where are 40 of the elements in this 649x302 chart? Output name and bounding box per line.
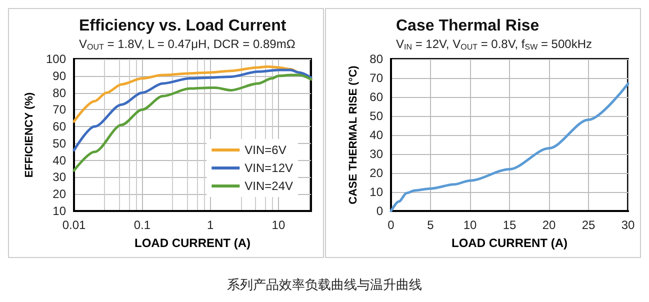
- x-axis-title: LOAD CURRENT (A): [452, 236, 568, 250]
- y-axis-title: EFFICIENCY (%): [24, 92, 36, 178]
- text: 系列产品效率负载曲线与温升曲线: [226, 276, 423, 294]
- y-tick-label: 80: [370, 52, 384, 66]
- x-tick-label: 5: [427, 218, 434, 232]
- y-tick-label: 90: [52, 68, 66, 83]
- y-tick-label: 50: [370, 109, 384, 123]
- x-tick-label: 20: [542, 218, 556, 232]
- y-tick-label: 20: [370, 166, 384, 180]
- chart-title: Efficiency vs. Load Current: [79, 18, 287, 34]
- y-tick-label: 100: [46, 52, 66, 66]
- x-tick-label: 1: [206, 218, 214, 232]
- y-tick-label: 40: [370, 128, 384, 142]
- y-tick-label: 10: [370, 185, 384, 199]
- y-tick-label: 40: [52, 153, 66, 168]
- y-tick-label: 70: [52, 102, 66, 117]
- y-tick-label: 10: [52, 204, 66, 218]
- y-tick-label: 80: [52, 86, 66, 100]
- x-tick-label: 0.01: [62, 218, 86, 232]
- x-tick-label: 30: [621, 218, 635, 232]
- legend-label: VIN=6V: [244, 143, 286, 157]
- y-tick-label: 60: [370, 90, 384, 104]
- y-tick-label: 20: [52, 187, 66, 202]
- chart-title: Case Thermal Rise: [396, 18, 540, 34]
- x-tick-label: 0: [388, 218, 395, 232]
- y-tick-label: 30: [52, 170, 66, 184]
- x-axis-title: LOAD CURRENT (A): [134, 236, 250, 250]
- x-tick-label: 10: [272, 218, 286, 232]
- y-tick-label: 70: [370, 71, 384, 85]
- y-axis-title: CASE THERMAL RISE (°C): [347, 65, 360, 204]
- x-tick-label: 25: [582, 218, 596, 232]
- y-tick-label: 60: [52, 120, 66, 134]
- y-tick-label: 50: [52, 136, 66, 150]
- x-tick-label: 0.1: [134, 218, 151, 232]
- x-tick-label: 10: [463, 218, 477, 232]
- y-tick-label: 0: [376, 204, 384, 218]
- legend-label: VIN=12V: [244, 161, 294, 175]
- x-tick-label: 15: [502, 218, 516, 232]
- y-tick-label: 30: [370, 147, 384, 161]
- legend-label: VIN=24V: [244, 179, 294, 193]
